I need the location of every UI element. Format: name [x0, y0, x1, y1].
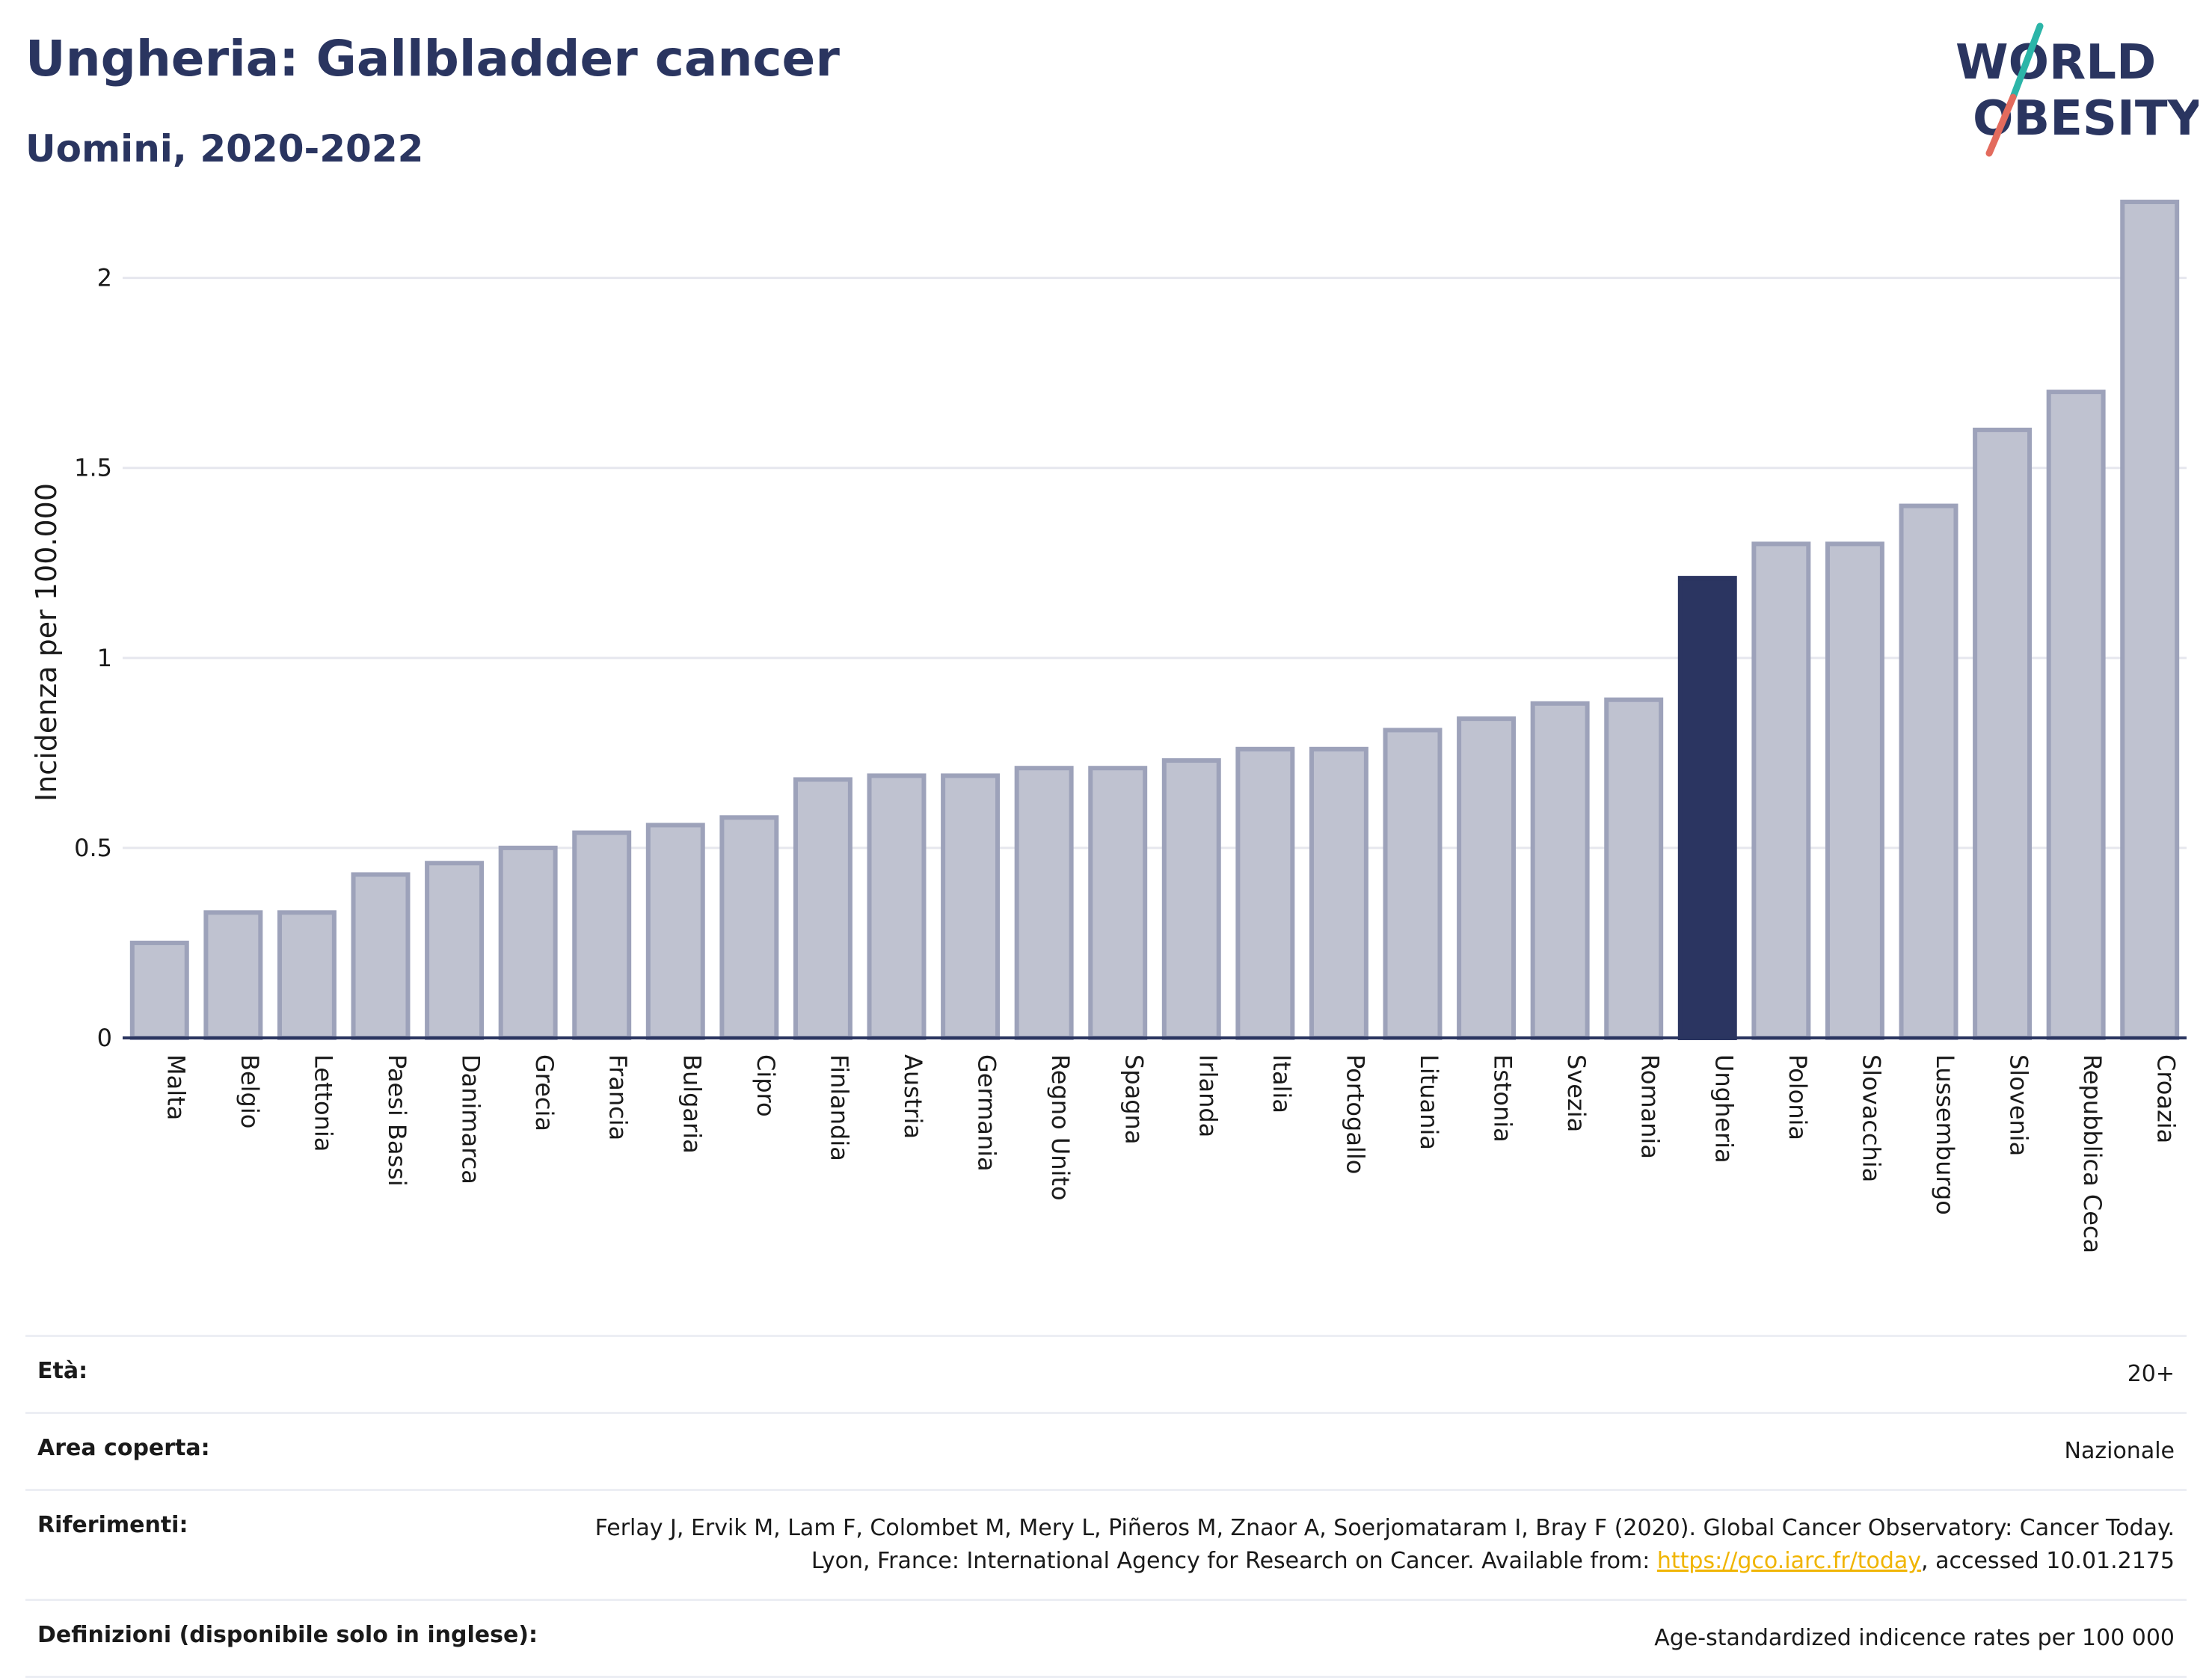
- info-row-references: Riferimenti: Ferlay J, Ervik M, Lam F, C…: [25, 1489, 2187, 1599]
- x-tick-label: Irlanda: [1193, 1054, 1222, 1137]
- y-axis-label: Incidenza per 100.000: [30, 483, 63, 802]
- x-tick-label: Paesi Bassi: [383, 1054, 411, 1187]
- page-title: Ungheria: Gallbladder cancer: [25, 30, 840, 87]
- x-tick-label: Italia: [1268, 1054, 1296, 1113]
- bar: [867, 773, 927, 1040]
- world-obesity-logo: WORLD OBESITY: [1956, 22, 2199, 157]
- bar: [203, 910, 263, 1040]
- bar: [1973, 427, 2033, 1040]
- logo-line-1: WORLD: [1956, 35, 2156, 90]
- x-tick-label: Romania: [1636, 1054, 1665, 1159]
- bars-layer: [129, 200, 2180, 1041]
- x-tick-label: Francia: [604, 1054, 633, 1140]
- bar: [129, 940, 189, 1041]
- x-tick-label: Grecia: [530, 1054, 559, 1131]
- x-tick-label: Finlandia: [825, 1054, 853, 1161]
- area-label: Area coperta:: [37, 1435, 210, 1461]
- bar: [1235, 746, 1295, 1040]
- x-tick-label: Cipro: [752, 1054, 780, 1117]
- bar-chart: 0 0.5 1 1.5 2 Malta Belgio Lettonia Paesi Bassi D…: [30, 200, 2187, 1253]
- x-tick-label: Slovacchia: [1857, 1054, 1885, 1182]
- bar: [1014, 766, 1074, 1040]
- x-tick-label: Svezia: [1562, 1054, 1591, 1132]
- bar: [1383, 728, 1443, 1040]
- bar: [941, 773, 1001, 1040]
- logo-slash-teal: [2009, 22, 2044, 101]
- references-label: Riferimenti:: [37, 1512, 188, 1538]
- bar: [572, 830, 632, 1041]
- x-tick-label: Malta: [162, 1054, 190, 1120]
- bar: [719, 815, 779, 1040]
- x-tick-label: Ungheria: [1709, 1054, 1738, 1164]
- x-tick-label: Lettonia: [309, 1054, 337, 1152]
- bar: [1604, 697, 1664, 1041]
- bar: [1161, 758, 1221, 1040]
- x-tick-label: Repubblica Ceca: [2078, 1054, 2107, 1253]
- bar: [425, 861, 485, 1041]
- x-tick-label: Lussemburgo: [1931, 1054, 1959, 1215]
- x-tick-label: Regno Unito: [1046, 1054, 1075, 1201]
- y-tick-label: 0: [97, 1024, 112, 1052]
- bar: [351, 872, 411, 1040]
- x-tick-label: Austria: [899, 1054, 927, 1139]
- references-accessed: , accessed 10.01.2175: [1921, 1548, 2175, 1574]
- x-tick-label: Slovenia: [2005, 1054, 2033, 1156]
- info-row-age: Età: 20+: [25, 1335, 2187, 1412]
- info-row-definitions: Definizioni (disponibile solo in inglese…: [25, 1599, 2187, 1678]
- age-value: 20+: [2127, 1361, 2175, 1387]
- bar: [498, 845, 558, 1041]
- page-subtitle: Uomini, 2020-2022: [25, 127, 424, 170]
- bar: [1309, 746, 1368, 1040]
- logo-slash-coral: [1985, 93, 2017, 157]
- info-table: Età: 20+ Area coperta: Nazionale Riferim…: [25, 1335, 2187, 1678]
- references-link[interactable]: https://gco.iarc.fr/today: [1656, 1548, 1922, 1574]
- x-tick-label: Germania: [973, 1054, 1001, 1172]
- x-tick-label: Lituania: [1415, 1054, 1443, 1150]
- definitions-value: Age-standardized indicence rates per 100…: [1654, 1625, 2175, 1651]
- x-tick-label: Bulgaria: [678, 1054, 706, 1154]
- x-tick-label: Portogallo: [1341, 1054, 1369, 1174]
- bar: [277, 910, 337, 1040]
- x-tick-label: Estonia: [1489, 1054, 1517, 1143]
- bar: [2046, 390, 2106, 1041]
- references-value: Ferlay J, Ervik M, Lam F, Colombet M, Me…: [567, 1512, 2175, 1578]
- area-value: Nazionale: [2064, 1438, 2175, 1464]
- y-tick-label: 1.5: [74, 454, 112, 482]
- x-tick-label: Spagna: [1120, 1054, 1149, 1144]
- age-label: Età:: [37, 1358, 88, 1384]
- x-tick-label: Danimarca: [457, 1054, 485, 1184]
- bar: [793, 777, 852, 1040]
- x-tick-label: Belgio: [236, 1054, 264, 1128]
- references-text: Ferlay J, Ervik M, Lam F, Colombet M, Me…: [595, 1515, 2175, 1574]
- x-tick-label: Croazia: [2152, 1054, 2181, 1143]
- labels-layer: 0 0.5 1 1.5 2 Malta Belgio Lettonia Paesi Bassi D…: [74, 264, 2181, 1253]
- bar-highlighted: [1677, 576, 1737, 1040]
- bar: [1530, 701, 1590, 1040]
- bar: [1751, 541, 1811, 1040]
- x-tick-label: Polonia: [1784, 1054, 1812, 1140]
- y-tick-label: 1: [97, 644, 112, 672]
- bar: [1825, 541, 1884, 1040]
- bar: [2120, 200, 2180, 1040]
- bar: [645, 823, 705, 1040]
- info-row-area: Area coperta: Nazionale: [25, 1412, 2187, 1489]
- bar: [1899, 503, 1958, 1040]
- y-tick-label: 0.5: [74, 834, 112, 862]
- definitions-label: Definizioni (disponibile solo in inglese…: [37, 1622, 538, 1648]
- bar: [1088, 766, 1148, 1040]
- bar: [1457, 716, 1517, 1040]
- y-tick-label: 2: [97, 264, 112, 292]
